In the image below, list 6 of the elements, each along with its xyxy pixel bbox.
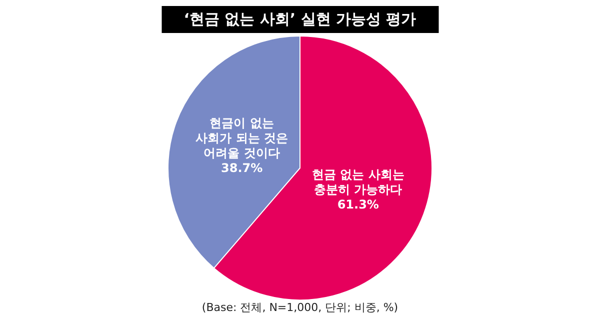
slice-label: 현금이 없는 사회가 되는 것은 어려울 것이다 bbox=[194, 116, 289, 162]
text: (Base: 전체, N=1,000, 단위; 비중, %) bbox=[200, 300, 400, 315]
slice-label: 현금 없는 사회는 충분히 가능하다 bbox=[310, 167, 406, 198]
data-label: 38.7% bbox=[220, 161, 264, 176]
data-label: 61.3% bbox=[336, 197, 380, 212]
chart-title: ‘현금 없는 사회’ 실현 가능성 평가 bbox=[162, 6, 438, 33]
